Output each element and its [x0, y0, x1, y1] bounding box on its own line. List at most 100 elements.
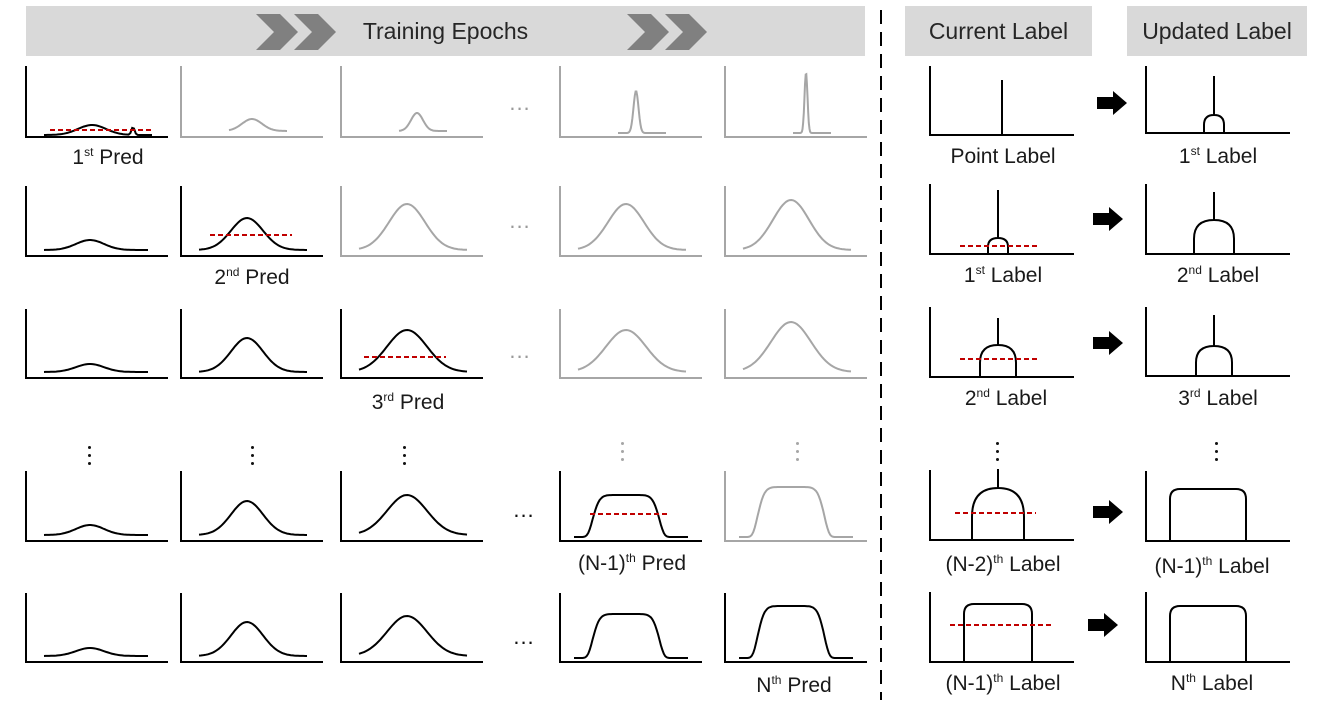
updated-label-1: 1st Label: [1178, 144, 1258, 168]
plot-r2-c3-curve: [358, 202, 467, 251]
plot-r1-c1-curve: [44, 124, 152, 136]
plot-r3-c2-curve: [198, 336, 307, 373]
current-label-1: Point Label: [950, 145, 1056, 168]
plot-r4-c1-axes: [25, 471, 168, 542]
plot-r3-c1-curve: [43, 363, 148, 373]
pred-label-n: Nth Pred: [756, 673, 832, 697]
plot-r4-c1-curve: [43, 524, 148, 536]
plot-r2-c4-curve: [577, 202, 686, 251]
plot-r3-c5-axes: [724, 309, 867, 379]
updated-r1-label: [1203, 76, 1225, 133]
plot-r5-c2-axes: [180, 593, 323, 663]
plot-r5-c2-curve: [198, 620, 307, 657]
vertical-ellipsis-col-1: [88, 446, 92, 470]
current-r3-label: [979, 318, 1017, 377]
plot-r1-c3-curve: [398, 112, 447, 132]
plot-r1-c5-axes: [724, 66, 867, 138]
plot-r2-c4-axes: [559, 186, 702, 257]
current-label-title: Current Label: [928, 17, 1069, 44]
updated-r5-axes: [1145, 592, 1290, 663]
plot-r4-c3-axes: [340, 471, 483, 542]
plot-r5-c4-axes: [559, 593, 702, 663]
updated-r2-axes: [1145, 184, 1290, 255]
updated-r3-axes: [1145, 307, 1290, 377]
plot-r2-c1-curve: [43, 239, 148, 251]
plot-r4-c5-axes: [724, 471, 867, 542]
updated-r1-axes: [1145, 66, 1290, 134]
plot-r1-c5-curve: [793, 72, 831, 134]
plot-r1-c1-axes: [25, 66, 168, 138]
plot-r1-c2-curve: [228, 118, 287, 132]
updated-r4-label: [1169, 488, 1247, 541]
ellipsis-row-5: ...: [513, 624, 535, 649]
training-epochs-title: Training Epochs: [362, 17, 529, 44]
updated-r4-axes: [1145, 471, 1290, 542]
updated-label-title: Updated Label: [1142, 17, 1292, 44]
current-label-banner: Current Label: [905, 6, 1092, 56]
vertical-ellipsis-col-3: [403, 446, 407, 470]
chevron-arrows-left-icon: [256, 14, 336, 50]
ellipsis-row-1: ...: [509, 90, 531, 115]
vertical-ellipsis-updated: [1215, 442, 1219, 466]
plot-r3-c4-curve: [577, 328, 687, 373]
plot-r4-c4-axes: [559, 471, 702, 542]
plot-r2-c1-axes: [25, 186, 168, 257]
arrow-right-icon: [1088, 613, 1118, 637]
updated-label-5: Nth Label: [1170, 671, 1254, 695]
pred-label-1: 1st Pred: [72, 145, 144, 169]
updated-label-4: (N-1)th Label: [1154, 554, 1270, 578]
updated-label-banner: Updated Label: [1127, 6, 1307, 56]
current-label-2: 1st Label: [963, 263, 1043, 287]
current-r3-axes: [929, 307, 1074, 378]
ellipsis-row-2: ...: [509, 208, 531, 233]
plot-r2-c2-curve: [198, 216, 307, 251]
plot-r4-c4-curve: [574, 494, 688, 538]
current-r2-axes: [929, 184, 1074, 255]
updated-r3-label: [1195, 315, 1233, 376]
plot-r2-c5-axes: [724, 186, 867, 257]
plot-r2-c3-axes: [340, 186, 483, 257]
plot-r1-c4-axes: [559, 66, 702, 138]
vertical-ellipsis-col-4: [621, 442, 625, 466]
chevron-arrows-right-icon: [627, 14, 707, 50]
arrow-right-icon: [1097, 91, 1127, 115]
plot-r2-c2-axes: [180, 186, 323, 257]
plot-r1-c3-axes: [340, 66, 483, 138]
ellipsis-row-3: ...: [509, 338, 531, 363]
pred-label-2: 2nd Pred: [214, 265, 290, 289]
plot-r4-c3-curve: [358, 493, 468, 536]
vertical-ellipsis-col-5: [796, 442, 800, 466]
plot-r2-c5-curve: [742, 198, 852, 251]
plot-r5-c1-axes: [25, 593, 168, 663]
plot-r5-c4-curve: [574, 613, 688, 659]
plot-r3-c4-axes: [559, 309, 702, 379]
arrow-right-icon: [1093, 207, 1123, 231]
plot-r5-c5-axes: [724, 593, 867, 663]
updated-r5-label: [1169, 605, 1247, 662]
updated-label-2: 2nd Label: [1176, 263, 1260, 287]
current-r4-label: [971, 469, 1025, 540]
plot-r4-c2-axes: [180, 471, 323, 542]
plot-r4-c2-curve: [198, 499, 307, 536]
plot-r1-c2-axes: [180, 66, 323, 138]
current-r2-label: [987, 190, 1009, 254]
updated-r2-label: [1193, 192, 1235, 254]
plot-r3-c3-axes: [340, 309, 483, 379]
arrow-right-icon: [1093, 331, 1123, 355]
plot-r3-c2-axes: [180, 309, 323, 379]
pred-label-n-1: (N-1)th Pred: [577, 551, 687, 575]
current-label-4: (N-2)th Label: [945, 552, 1061, 576]
plot-r5-c3-axes: [340, 593, 483, 663]
plot-r3-c5-curve: [742, 320, 852, 373]
plot-r5-c1-curve: [43, 647, 148, 657]
plot-r1-c4-curve: [618, 90, 666, 134]
current-r1-axes: [929, 66, 1074, 136]
plot-r3-c3-curve: [358, 328, 468, 373]
plot-r5-c3-curve: [358, 614, 468, 657]
plot-r4-c5-curve: [739, 486, 853, 538]
arrow-right-icon: [1093, 500, 1123, 524]
updated-label-3: 3rd Label: [1178, 386, 1258, 410]
plot-r5-c5-curve: [739, 605, 853, 659]
